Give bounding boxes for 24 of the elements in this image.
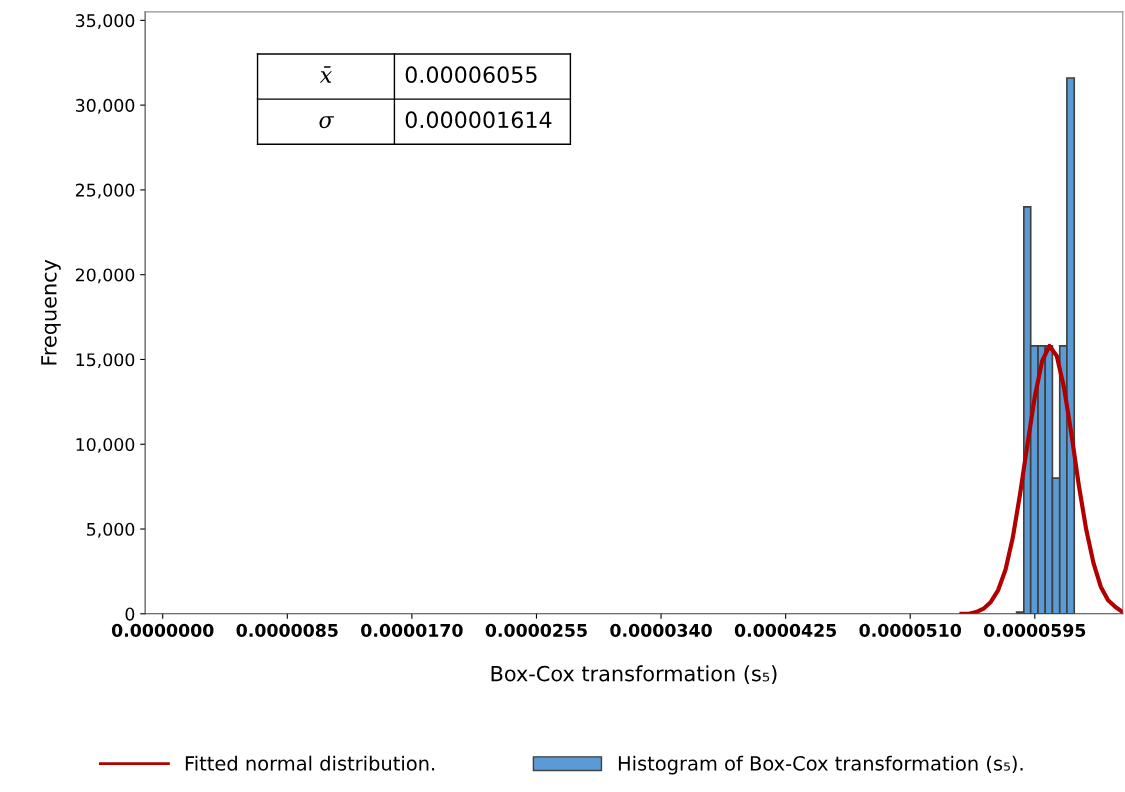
x-tick-label: 0.0000085 — [236, 623, 338, 637]
x-tick-label: 0.0000255 — [485, 623, 587, 637]
x-tick-label: 0.0000425 — [734, 623, 837, 637]
y-axis-title: Frequency — [41, 259, 61, 365]
y-tick-label: 35,000 — [75, 14, 135, 29]
annotation: σ — [319, 116, 335, 129]
annotation: 0.000001614 — [405, 111, 552, 129]
legend-label: Histogram of Box-Cox transformation (s₅). — [618, 755, 1023, 775]
y-tick-label: 30,000 — [75, 98, 135, 114]
y-tick-label: 20,000 — [75, 268, 135, 284]
x-tick-label: 0.0000595 — [984, 623, 1086, 637]
y-tick-label: 10,000 — [76, 437, 135, 453]
y-tick-label: 5,000 — [87, 522, 135, 538]
x-axis-title: Box-Cox transformation (s₅) — [491, 665, 777, 684]
legend-label: Fitted normal distribution. — [185, 755, 435, 771]
y-tick-label: 0 — [125, 607, 135, 621]
x-tick-label: 0.0000510 — [859, 623, 962, 637]
annotation: 0.00006055 — [405, 66, 537, 84]
x-tick-label: 0.0000340 — [610, 623, 712, 637]
annotation: x̄ — [319, 66, 332, 83]
x-tick-label: 0.0000170 — [361, 623, 463, 637]
y-tick-label: 15,000 — [76, 353, 135, 369]
y-tick-label: 25,000 — [75, 183, 135, 199]
x-tick-label: 0.0000000 — [111, 623, 214, 637]
